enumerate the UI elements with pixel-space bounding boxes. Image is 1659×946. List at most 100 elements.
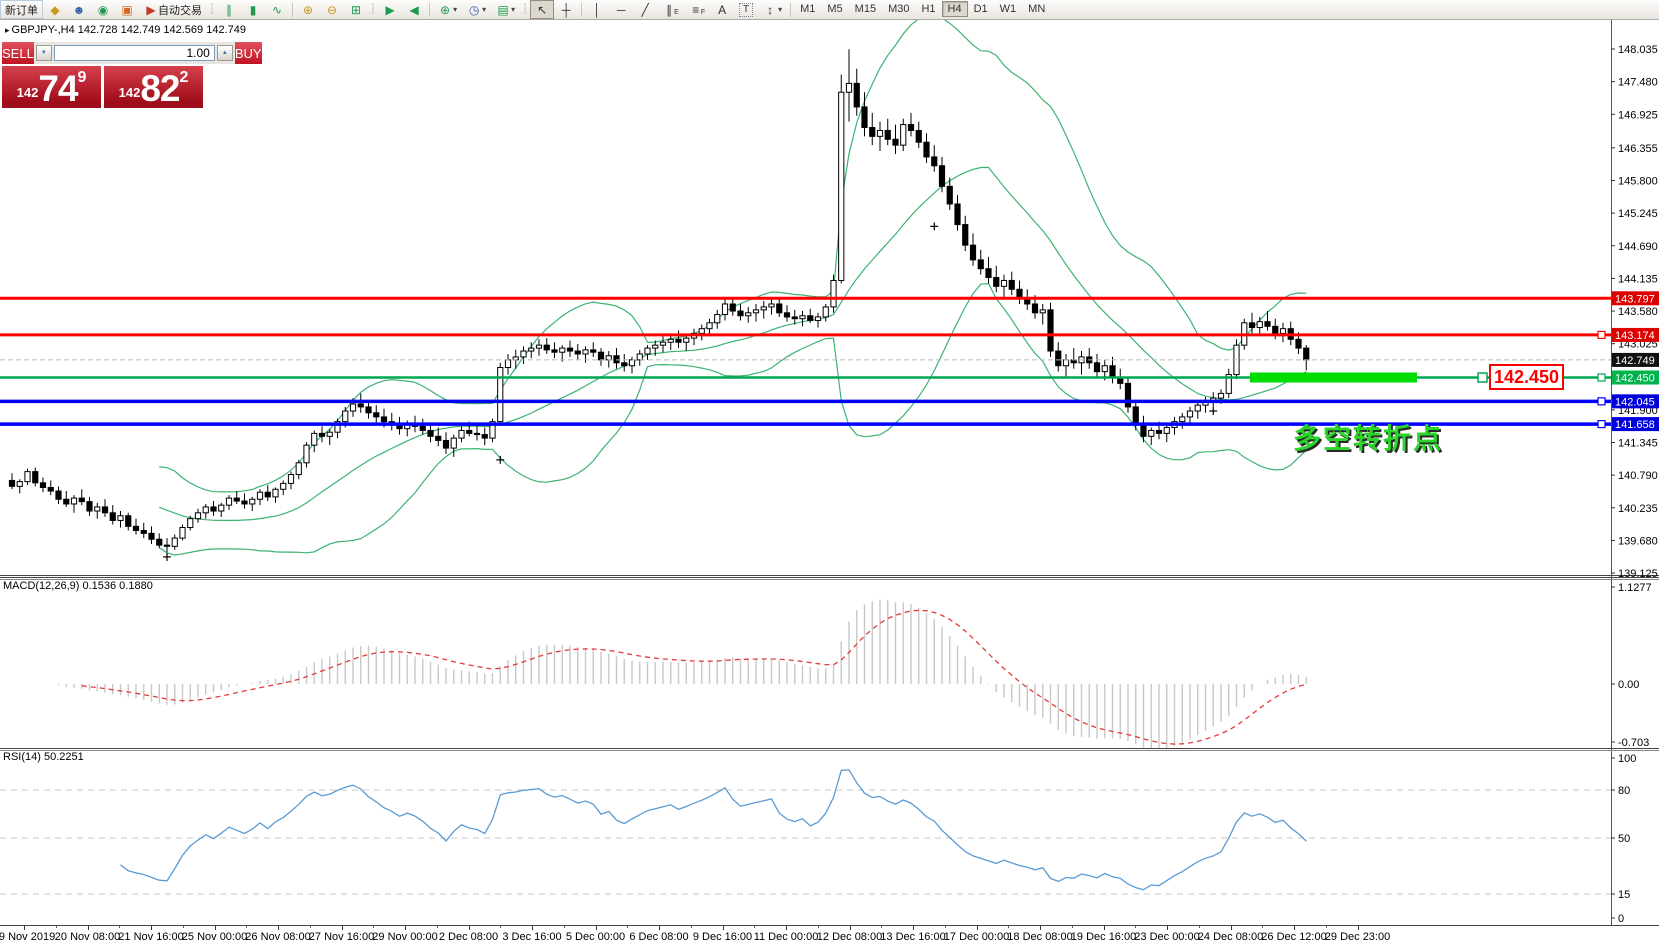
time-axis-tick bbox=[341, 926, 343, 930]
chevron-down-icon: ▾ bbox=[778, 5, 783, 14]
rsi-axis-label: 80 bbox=[1618, 785, 1630, 797]
time-axis-label: 26 Dec 12:00 bbox=[1261, 931, 1327, 943]
chart-shift-button[interactable]: ◀ bbox=[402, 0, 426, 19]
price-badge bbox=[1612, 291, 1659, 306]
zoom-out-button[interactable]: ⊖ bbox=[320, 0, 344, 19]
auto-trading-icon: ▶ bbox=[146, 2, 156, 17]
time-axis-minor-tick bbox=[500, 926, 502, 928]
highlight-rectangle[interactable] bbox=[1250, 372, 1417, 383]
templates-button[interactable]: ▤ ▾ bbox=[491, 0, 520, 19]
timeframe-W1-button[interactable]: W1 bbox=[999, 3, 1017, 15]
time-axis-label: 21 Nov 16:00 bbox=[118, 931, 184, 943]
rsi-axis-label: 15 bbox=[1618, 889, 1630, 901]
chart-note-text[interactable]: 多空转折点 bbox=[1293, 423, 1444, 454]
tile-windows-icon: ⊞ bbox=[351, 2, 362, 17]
signals-button[interactable]: ◉ bbox=[91, 0, 115, 19]
vertical-line-tool-button[interactable]: │ bbox=[585, 0, 609, 19]
clock-icon: ◷ bbox=[468, 2, 480, 17]
arrows-tool-button[interactable]: ↕ ▾ bbox=[758, 0, 787, 19]
fibonacci-icon: ≡ bbox=[692, 2, 700, 17]
buy-button[interactable]: BUY bbox=[234, 42, 262, 64]
trendline-tool-button[interactable]: ╱ bbox=[633, 0, 657, 19]
virtual-hosting-button[interactable]: ▣ bbox=[115, 0, 139, 19]
ticket-button[interactable]: ◆ bbox=[43, 0, 67, 19]
timeframe-D1-button[interactable]: D1 bbox=[973, 3, 988, 15]
price-badge-label: 143.797 bbox=[1615, 293, 1655, 305]
time-axis-minor-tick bbox=[1135, 926, 1137, 928]
auto-trading-label: 自动交易 bbox=[158, 4, 202, 17]
text-label-tool-button[interactable]: T bbox=[734, 0, 758, 19]
text-label-icon: T bbox=[739, 2, 754, 17]
zoom-in-icon: ⊕ bbox=[303, 2, 314, 17]
price-axis[interactable]: 148.035 147.480 146.925 146.355 145.800 145.2… bbox=[1611, 44, 1659, 577]
tile-windows-button[interactable]: ⊞ bbox=[344, 0, 368, 19]
fibonacci-tool-button[interactable]: ≡ F bbox=[684, 0, 710, 19]
price-axis-label: 145.800 bbox=[1618, 175, 1658, 187]
price-badge bbox=[1612, 417, 1659, 432]
timeframe-M5-button[interactable]: M5 bbox=[827, 3, 843, 15]
bollinger-bands bbox=[158, 20, 1307, 556]
equidistant-channel-tool-button[interactable]: ∥ E bbox=[657, 0, 684, 19]
cross-marker[interactable] bbox=[930, 222, 939, 231]
virtual-hosting-icon: ▣ bbox=[121, 2, 133, 17]
price-axis-label: 140.235 bbox=[1618, 503, 1658, 515]
timeframe-H1-button[interactable]: H1 bbox=[921, 3, 936, 15]
time-axis-minor-tick bbox=[309, 926, 311, 928]
new-order-button[interactable]: 新订单 bbox=[0, 0, 43, 19]
time-axis-minor-tick bbox=[754, 926, 756, 928]
chart-window[interactable]: ▸ GBPJPY-,H4 142.728 142.749 142.569 142.… bbox=[0, 19, 1659, 946]
line-chart-mode-button[interactable]: ∿ bbox=[265, 0, 289, 19]
time-axis-tick bbox=[1167, 926, 1168, 930]
zoom-in-button[interactable]: ⊕ bbox=[296, 0, 320, 19]
timeframe-H4-button[interactable]: H4 bbox=[941, 1, 968, 17]
price-badge-label: 142.450 bbox=[1615, 373, 1655, 385]
timeframe-M1-button[interactable]: M1 bbox=[800, 3, 816, 15]
bollinger-middle-line bbox=[159, 166, 1307, 521]
horizontal-line-tool-button[interactable]: ─ bbox=[609, 0, 633, 19]
time-axis-label: 18 Dec 08:00 bbox=[1007, 931, 1073, 943]
price-axis-label: 139.680 bbox=[1618, 535, 1658, 547]
candlestick-mode-button[interactable]: ▮ bbox=[241, 0, 265, 19]
cross-marker[interactable] bbox=[163, 552, 171, 561]
volume-increase-button[interactable]: ▲ bbox=[216, 45, 233, 61]
vertical-line-icon: │ bbox=[593, 2, 601, 17]
bar-chart-mode-button[interactable]: ∥ bbox=[217, 0, 241, 19]
auto-scroll-button[interactable]: ▶ bbox=[378, 0, 402, 19]
timeframe-M30-button[interactable]: M30 bbox=[888, 3, 910, 15]
time-axis-minor-tick bbox=[55, 926, 57, 928]
cross-marker[interactable] bbox=[496, 455, 505, 464]
time-axis-label: 13 Dec 16:00 bbox=[880, 931, 946, 943]
line-anchor-square bbox=[1597, 373, 1606, 382]
time-axis-tick bbox=[722, 926, 724, 930]
time-axis-tick bbox=[1357, 926, 1359, 930]
macd-pane[interactable]: 1.1277 0.00 -0.703 bbox=[0, 577, 1659, 748]
macd-axis-label: 0.00 bbox=[1618, 679, 1639, 691]
volume-decrease-button[interactable]: ▼ bbox=[35, 45, 52, 61]
buy-price-prefix: 142 bbox=[118, 85, 141, 100]
price-alert-label[interactable]: 142.450 bbox=[1489, 364, 1565, 390]
indicators-button[interactable]: ⊕ ▾ bbox=[433, 0, 462, 19]
periods-button[interactable]: ◷ ▾ bbox=[462, 0, 491, 19]
rsi-pane[interactable]: 100 80 50 15 0 bbox=[0, 748, 1659, 925]
time-axis-tick bbox=[278, 926, 279, 930]
auto-trading-button[interactable]: ▶ 自动交易 bbox=[139, 0, 207, 19]
time-axis-minor-tick bbox=[817, 926, 819, 928]
time-axis-minor-tick bbox=[1262, 926, 1264, 928]
sell-button[interactable]: SELL bbox=[2, 42, 34, 64]
sell-price-button[interactable]: 142 74 9 bbox=[2, 66, 101, 108]
timeframe-MN-button[interactable]: MN bbox=[1028, 3, 1046, 15]
time-axis-label: 6 Dec 08:00 bbox=[629, 931, 689, 943]
crosshair-tool-button[interactable]: ┼ bbox=[554, 0, 578, 19]
bar-chart-icon: ∥ bbox=[226, 2, 233, 17]
cursor-tool-button[interactable]: ↖ bbox=[530, 0, 555, 19]
buy-price-button[interactable]: 142 82 2 bbox=[104, 66, 203, 108]
text-tool-button[interactable]: A bbox=[710, 0, 734, 19]
macd-axis-label: 1.1277 bbox=[1618, 582, 1652, 594]
cross-marker[interactable] bbox=[1209, 407, 1218, 416]
time-axis-tick bbox=[976, 926, 978, 930]
profiles-button[interactable]: ☻ bbox=[67, 0, 91, 19]
timeframe-M15-button[interactable]: M15 bbox=[854, 3, 877, 15]
volume-input[interactable] bbox=[53, 45, 215, 61]
price-chart-pane[interactable]: 148.035 147.480 146.925 146.355 145.800 145.2… bbox=[0, 19, 1659, 577]
